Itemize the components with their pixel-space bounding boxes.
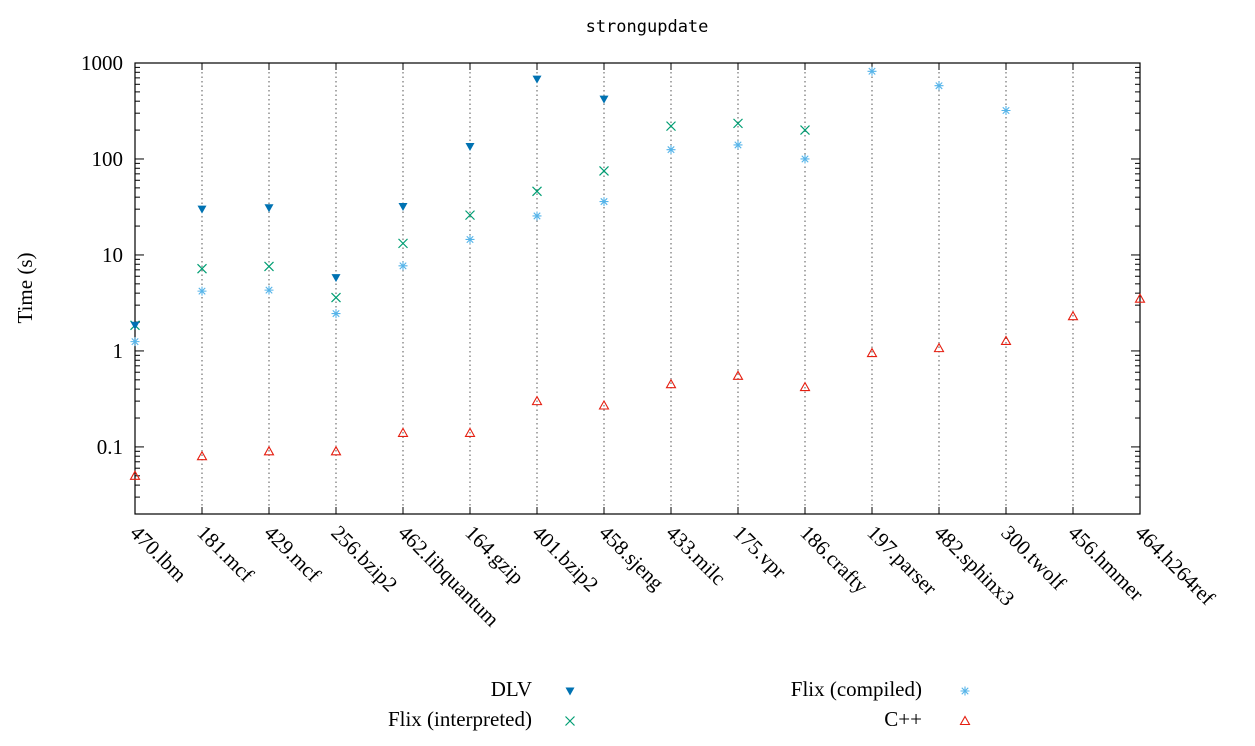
data-point-dlv [599,95,609,104]
y-axis: 0.1 1 10 100 1000 [81,51,1140,515]
data-point-c [397,427,409,437]
data-point-flix-compiled [800,154,810,164]
legend-marker [565,716,575,726]
x-tick-label: 186.crafty [795,521,873,599]
data-point-c [531,395,543,406]
x-tick-label: 175.vpr [728,521,791,584]
x-tick-label: 464.h264ref [1130,521,1219,610]
data-point-flix-interpreted [599,166,609,176]
data-point-flix-interpreted [666,121,676,132]
data-point-flix-compiled [867,66,877,76]
y-tick-label: 0.1 [97,435,123,459]
y-tick-label: 10 [102,243,123,267]
chart-title: strongupdate [586,17,709,37]
x-tick-label: 470.lbm [125,521,191,587]
legend-marker [959,715,971,726]
data-point-dlv [331,274,341,283]
legend-marker [565,687,575,696]
legend-label: DLV [491,677,532,701]
data-point-dlv [264,204,274,213]
data-point-flix-interpreted [197,263,207,274]
data-point-c [799,381,811,392]
data-point-c [196,450,208,461]
x-tick-label: 197.parser [862,521,941,600]
data-point-c [330,445,342,456]
legend-label: C++ [884,707,922,731]
data-point-flix-interpreted [800,125,810,136]
data-point-dlv [465,142,475,151]
x-tick-label: 429.mcf [259,521,325,587]
data-point-flix-compiled [733,140,743,150]
data-point-flix-interpreted [398,238,408,249]
data-point-c [598,399,610,410]
data-point-c [1000,335,1012,346]
x-tick-label: 164.gzip [460,521,529,590]
y-tick-label: 1 [113,339,124,363]
data-point-flix-interpreted [264,261,274,272]
data-point-c [464,427,476,437]
legend-label: Flix (compiled) [791,677,922,701]
data-point-dlv [197,205,207,214]
data-point-flix-compiled [130,337,140,347]
data-point-dlv [532,75,542,84]
data-point-flix-compiled [666,145,676,155]
data-point-c [866,347,878,358]
plot-area [134,62,1141,515]
y-tick-label: 1000 [81,51,123,75]
data-point-flix-interpreted [465,210,475,221]
x-tick-label: 401.bzip2 [527,521,603,597]
data-point-flix-compiled [599,197,609,207]
x-tick-label: 181.mcf [192,521,258,587]
data-point-dlv [398,202,408,211]
data-point-flix-compiled [465,234,475,244]
data-point-flix-interpreted [733,118,743,129]
data-point-flix-interpreted [532,186,542,197]
data-point-c [129,470,141,480]
data-point-flix-compiled [1001,105,1011,115]
y-axis-label: Time (s) [13,253,37,324]
data-point-flix-compiled [934,81,944,91]
x-tick-label: 433.milc [661,521,730,590]
data-point-flix-compiled [197,286,207,296]
data-point-flix-compiled [331,309,341,319]
data-point-dlv [130,321,140,330]
grid [201,63,1074,514]
data-point-c [1134,293,1146,303]
data-point-flix-compiled [532,211,542,221]
data-point-flix-compiled [264,285,274,295]
data-point-c [732,370,744,380]
legend-label: Flix (interpreted) [388,707,532,731]
y-tick-label: 100 [92,147,124,171]
data-point-c [933,342,945,353]
data-point-c [665,378,677,389]
data-point-flix-compiled [398,261,408,271]
data-point-flix-interpreted [331,292,341,303]
x-tick-label: 256.bzip2 [326,521,402,597]
data-point-c [1067,310,1079,321]
legend-marker [960,686,970,696]
legend: DLV Flix (interpreted) Flix (compiled) C++ [388,677,971,731]
x-tick-label: 458.sjeng [594,521,669,596]
data-point-c [263,445,275,456]
data-points [129,66,1146,480]
